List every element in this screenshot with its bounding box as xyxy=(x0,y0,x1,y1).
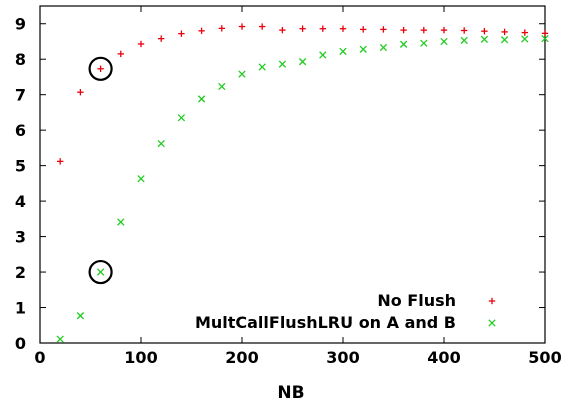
y-tick-label: 4 xyxy=(15,192,26,211)
multcall-flush-point xyxy=(96,268,105,276)
multcall-flush-point xyxy=(298,58,307,66)
multcall-flush-point xyxy=(500,36,509,44)
legend: No Flush MultCallFlushLRU on A and B xyxy=(195,291,496,332)
multcall-flush-point xyxy=(480,35,489,44)
no-flush-point xyxy=(400,26,407,34)
no-flush-point xyxy=(440,26,448,34)
axes-layer: 0 100 200 300 400 500 0 1 2 3 4 5 6 7 8 9 xyxy=(15,5,562,367)
multcall-flush-point xyxy=(379,43,388,52)
y-tick-label: 6 xyxy=(15,121,26,140)
x-tick-label: 300 xyxy=(326,348,359,367)
no-flush-point xyxy=(198,27,205,35)
no-flush-point xyxy=(137,40,145,48)
x-tick-label: 400 xyxy=(427,348,460,367)
y-tick-label: 9 xyxy=(15,15,26,34)
multcall-flush-point xyxy=(521,35,529,43)
no-flush-point xyxy=(420,26,427,34)
legend-marker-no-flush xyxy=(488,297,496,305)
no-flush-point xyxy=(178,30,185,37)
annotations-layer xyxy=(88,56,113,285)
legend-label-multcall: MultCallFlushLRU on A and B xyxy=(195,313,456,332)
no-flush-point xyxy=(117,50,124,58)
multcall-flush-point xyxy=(218,82,226,91)
no-flush-point xyxy=(339,25,347,32)
no-flush-point xyxy=(57,158,64,165)
legend-marker-multcall xyxy=(488,319,496,327)
y-tick-label: 5 xyxy=(15,157,26,176)
multcall-flush-point xyxy=(278,60,287,68)
multcall-flush-point xyxy=(177,114,186,122)
y-tick-label: 0 xyxy=(15,334,26,353)
multcall-flush-point xyxy=(238,70,246,78)
y-tick-label: 1 xyxy=(15,299,26,318)
no-flush-point xyxy=(360,26,367,33)
x-axis-title: NB xyxy=(277,383,304,403)
multcall-flush-point xyxy=(319,51,327,59)
points-layer xyxy=(56,23,549,343)
no-flush-point xyxy=(218,25,225,32)
no-flush-point xyxy=(238,23,246,30)
multcall-flush-point xyxy=(258,63,266,71)
multcall-flush-point xyxy=(541,34,549,43)
legend-label-no-flush: No Flush xyxy=(377,291,456,310)
no-flush-point xyxy=(299,25,306,32)
highlight-circle xyxy=(88,56,113,81)
no-flush-point xyxy=(380,26,387,33)
y-tick-label: 2 xyxy=(15,263,26,282)
x-tick-label: 500 xyxy=(528,348,561,367)
x-tick-label: 100 xyxy=(124,348,157,367)
y-tick-label: 3 xyxy=(15,228,26,247)
no-flush-point xyxy=(501,28,508,36)
no-flush-point xyxy=(319,25,326,32)
y-tick-label: 8 xyxy=(15,50,26,69)
multcall-flush-point xyxy=(117,218,125,226)
no-flush-point xyxy=(541,30,549,37)
multcall-flush-point xyxy=(420,39,428,47)
no-flush-point xyxy=(279,26,286,34)
multcall-flush-point xyxy=(137,175,145,183)
highlight-circle xyxy=(88,259,113,285)
no-flush-point xyxy=(77,89,84,96)
y-tick-label: 7 xyxy=(15,86,26,105)
multcall-flush-point xyxy=(359,45,367,53)
no-flush-point xyxy=(97,65,104,72)
no-flush-point xyxy=(461,27,468,34)
no-flush-point xyxy=(158,35,165,42)
no-flush-point xyxy=(481,27,488,35)
multcall-flush-point xyxy=(460,36,468,45)
x-tick-label: 0 xyxy=(34,348,45,367)
no-flush-point xyxy=(521,29,528,36)
multcall-flush-point xyxy=(76,312,85,320)
plot-frame xyxy=(39,5,546,344)
multcall-flush-point xyxy=(56,335,64,343)
no-flush-point xyxy=(259,23,266,30)
x-tick-label: 200 xyxy=(225,348,258,367)
multcall-flush-point xyxy=(157,139,165,148)
multcall-flush-point xyxy=(197,95,206,103)
multcall-flush-point xyxy=(339,47,347,56)
multcall-flush-point xyxy=(399,40,408,48)
multcall-flush-point xyxy=(440,37,448,46)
